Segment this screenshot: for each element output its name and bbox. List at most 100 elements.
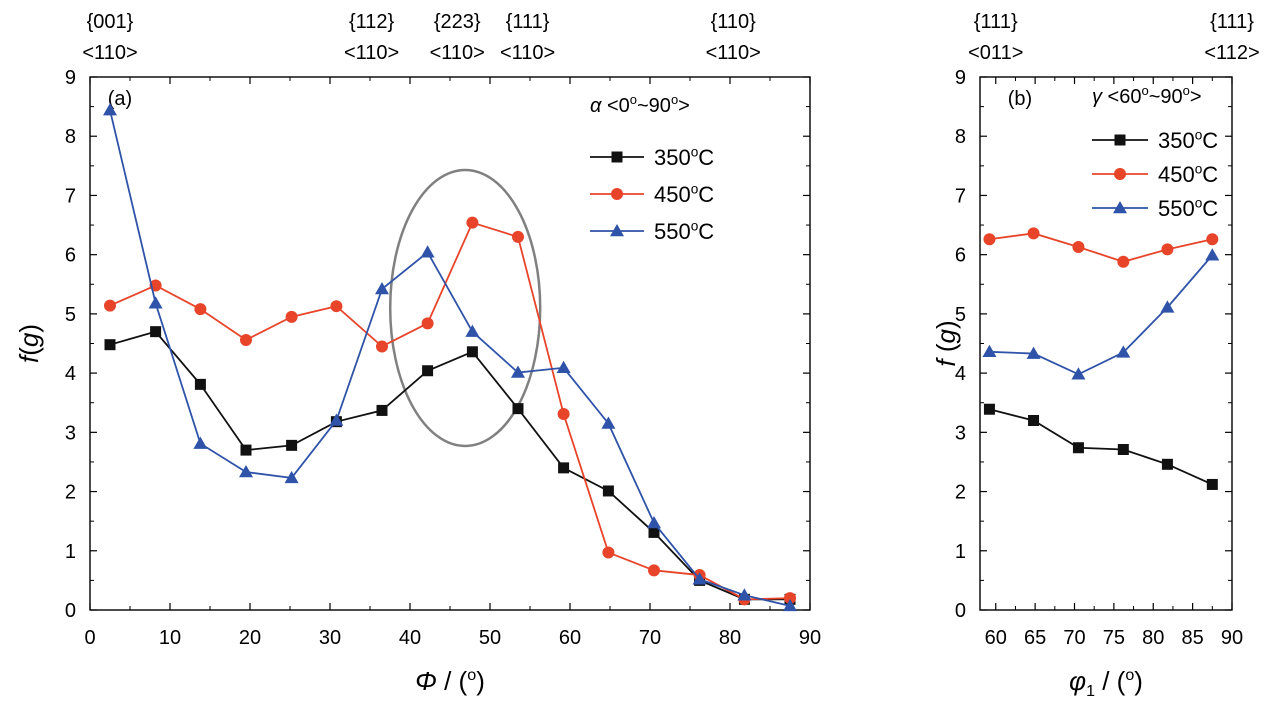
- y-axis-label: f (g): [931, 320, 961, 366]
- x-tick-label: 90: [799, 627, 821, 649]
- orientation-direction-label: <112>: [1204, 42, 1259, 64]
- series-350c: [983, 403, 1218, 490]
- x-tick-label: 10: [159, 627, 181, 649]
- data-point: [982, 344, 997, 358]
- data-point: [737, 588, 752, 601]
- data-point: [376, 340, 388, 353]
- data-point: [286, 439, 298, 451]
- series-line: [989, 232, 1213, 263]
- legend-label: 450oC: [654, 182, 714, 207]
- data-point: [375, 282, 389, 295]
- y-tick-label: 2: [65, 482, 76, 504]
- data-point: [1072, 240, 1085, 253]
- y-tick-label: 6: [955, 245, 966, 267]
- y-tick-label: 0: [65, 600, 76, 622]
- legend-label: 350oC: [654, 145, 714, 170]
- data-point: [239, 465, 253, 478]
- data-point: [1026, 346, 1041, 359]
- y-tick-label: 0: [955, 600, 966, 622]
- data-point: [329, 413, 344, 426]
- data-point: [647, 515, 661, 529]
- data-point: [103, 103, 117, 116]
- data-point: [1117, 444, 1129, 456]
- data-point: [784, 592, 796, 605]
- data-point: [465, 324, 480, 337]
- y-tick-label: 2: [955, 482, 966, 504]
- data-point: [376, 404, 388, 416]
- data-point: [512, 230, 524, 243]
- plot-frame: [979, 76, 1233, 611]
- legend-marker: [1113, 201, 1127, 214]
- data-point: [1161, 458, 1173, 470]
- legend-marker: [610, 224, 624, 237]
- data-point: [194, 378, 206, 390]
- y-tick-label: 4: [65, 363, 76, 385]
- series-450c: [983, 227, 1219, 268]
- data-point: [148, 296, 163, 309]
- y-tick-label: 3: [65, 422, 76, 444]
- x-tick-label: 20: [239, 627, 261, 649]
- y-tick-label: 1: [65, 541, 76, 563]
- x-tick-label: 80: [719, 627, 741, 649]
- x-tick-label: 50: [479, 627, 501, 649]
- legend-label: 450oC: [1158, 162, 1218, 187]
- data-point: [556, 360, 571, 374]
- data-point: [983, 403, 995, 415]
- data-point: [602, 546, 615, 559]
- data-point: [692, 572, 707, 585]
- orientation-direction-label: <011>: [968, 42, 1023, 64]
- data-point: [420, 245, 435, 258]
- series-line: [989, 254, 1213, 376]
- x-tick-label: 60: [985, 627, 1007, 649]
- x-tick-label: 80: [1142, 627, 1164, 649]
- x-tick-label: 85: [1182, 627, 1204, 649]
- data-point: [1116, 345, 1131, 358]
- x-tick-label: 70: [1063, 627, 1085, 649]
- data-point: [1205, 248, 1220, 261]
- x-tick-label: 40: [399, 627, 421, 649]
- panel-label: (a): [108, 88, 132, 110]
- x-tick-label: 70: [639, 627, 661, 649]
- y-tick-label: 4: [955, 363, 966, 385]
- x-tick-label: 30: [319, 627, 341, 649]
- legend-marker: [1114, 134, 1126, 146]
- highlight-ellipse: [388, 168, 542, 448]
- orientation-direction-label: <110>: [500, 42, 555, 64]
- data-point: [1206, 233, 1219, 246]
- orientation-direction-label: <110>: [430, 42, 485, 64]
- legend-label: 350oC: [1158, 128, 1218, 153]
- y-tick-label: 8: [955, 126, 966, 148]
- orientation-plane-label: {223}: [434, 11, 481, 33]
- data-point: [601, 416, 616, 429]
- data-point: [1161, 243, 1174, 256]
- series-line: [109, 221, 791, 601]
- y-tick-label: 1: [955, 541, 966, 563]
- data-point: [558, 462, 570, 474]
- y-tick-label: 8: [65, 126, 76, 148]
- x-tick-label: 75: [1103, 627, 1125, 649]
- series-line: [109, 109, 791, 607]
- legend-marker: [611, 151, 623, 163]
- y-tick-label: 7: [955, 185, 966, 207]
- data-point: [512, 403, 524, 415]
- data-point: [193, 436, 208, 449]
- y-tick-label: 5: [65, 304, 76, 326]
- data-point: [285, 310, 298, 323]
- data-point: [240, 444, 252, 456]
- y-tick-label: 9: [65, 67, 76, 89]
- data-point: [1160, 300, 1175, 313]
- orientation-direction-label: <110>: [706, 42, 761, 64]
- data-point: [783, 598, 797, 612]
- legend-marker: [1114, 168, 1126, 180]
- series-line: [109, 330, 790, 601]
- x-tick-label: 60: [559, 627, 581, 649]
- data-point: [557, 407, 570, 420]
- data-point: [466, 346, 478, 358]
- legend-label: 550oC: [1158, 196, 1218, 221]
- x-tick-label: 90: [1221, 627, 1243, 649]
- data-point: [466, 216, 479, 229]
- series-line: [989, 408, 1213, 486]
- data-point: [284, 470, 299, 484]
- series-550c: [982, 248, 1220, 380]
